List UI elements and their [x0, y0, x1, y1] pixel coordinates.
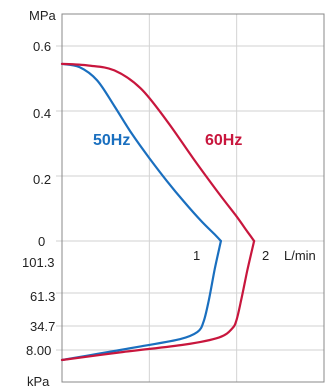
series-label-60hz: 60Hz — [205, 132, 242, 149]
x-unit-label: L/min — [284, 248, 316, 263]
series-line-50hz-pressure — [60, 62, 222, 243]
lower-tick-label: 101.3 — [22, 255, 55, 270]
lower-tick-label: 8.00 — [26, 343, 51, 358]
series-label-50hz: 50Hz — [93, 132, 130, 149]
plot-frame — [61, 13, 325, 383]
upper-tick-label: 0.6 — [33, 39, 51, 54]
x-tick-label: 1 — [193, 248, 200, 263]
upper-tick-label: 0.2 — [33, 172, 51, 187]
series-curves — [60, 62, 256, 362]
lower-unit-label: kPa — [27, 374, 50, 389]
x-tick-label: 2 — [262, 248, 269, 263]
upper-unit-label: MPa — [29, 8, 57, 23]
upper-tick-label: 0.4 — [33, 106, 51, 121]
lower-tick-label: 34.7 — [30, 319, 55, 334]
plot-border — [61, 13, 325, 383]
series-line-60hz-vacuum — [60, 239, 256, 362]
axis-labels: MPa kPa L/min 0.6 0.4 0.2 0 101.3 61.3 3… — [22, 8, 316, 389]
series-line-50hz-vacuum — [60, 239, 222, 362]
series-line-60hz-pressure — [60, 62, 256, 243]
grid — [56, 14, 324, 382]
upper-tick-label: 0 — [38, 234, 45, 249]
lower-tick-label: 61.3 — [30, 289, 55, 304]
